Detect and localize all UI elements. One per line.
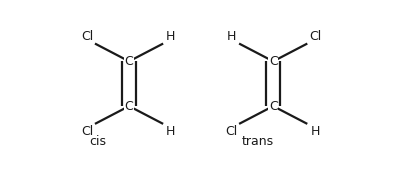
Text: C: C	[269, 100, 278, 113]
Text: H: H	[166, 125, 176, 138]
Text: trans: trans	[242, 135, 274, 148]
Text: H: H	[166, 30, 176, 43]
Text: Cl: Cl	[81, 125, 93, 138]
Text: cis: cis	[89, 135, 106, 148]
Text: C: C	[125, 100, 134, 113]
Text: H: H	[310, 125, 320, 138]
Text: H: H	[227, 30, 236, 43]
Text: Cl: Cl	[81, 30, 93, 43]
Text: C: C	[125, 55, 134, 68]
Text: Cl: Cl	[225, 125, 238, 138]
Text: C: C	[269, 55, 278, 68]
Text: Cl: Cl	[309, 30, 321, 43]
